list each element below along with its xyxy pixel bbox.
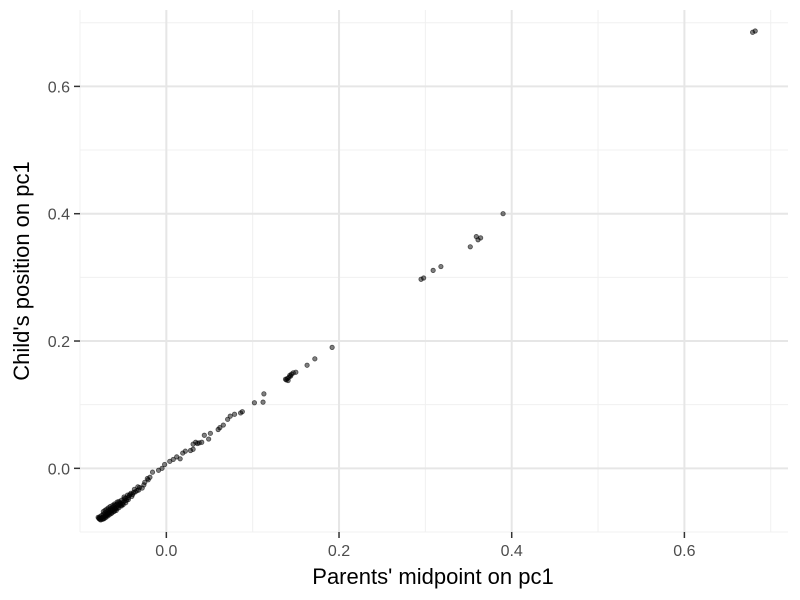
data-point [251, 400, 258, 406]
data-point [220, 422, 226, 428]
data-points [95, 28, 758, 523]
data-point [125, 496, 131, 503]
data-point [167, 458, 173, 464]
y-axis-title: Child's position on pc1 [9, 161, 34, 380]
data-point [105, 511, 111, 517]
data-point [418, 276, 424, 282]
data-point [145, 477, 151, 483]
y-tick-label: 0.2 [48, 334, 70, 351]
data-point [467, 244, 473, 250]
x-axis-title: Parents' midpoint on pc1 [312, 564, 553, 589]
data-point [430, 267, 436, 273]
data-point [206, 436, 212, 442]
data-point [131, 486, 137, 492]
data-point [215, 426, 221, 433]
axis-ticks [74, 85, 686, 538]
data-point [187, 447, 194, 454]
data-point [260, 399, 266, 405]
data-point [329, 344, 335, 350]
data-point [136, 487, 142, 493]
data-point [190, 441, 196, 447]
data-point [312, 356, 318, 362]
x-tick-label: 0.2 [328, 543, 350, 560]
tick-labels: 0.0 0.2 0.4 0.6 0.0 0.2 0.4 0.6 [48, 79, 696, 560]
data-point [749, 29, 756, 35]
data-point [207, 430, 213, 436]
x-tick-label: 0.4 [501, 543, 523, 560]
data-point [231, 411, 238, 417]
data-point [475, 237, 481, 243]
y-tick-label: 0.0 [48, 461, 70, 478]
data-point [304, 362, 310, 368]
data-point [162, 461, 168, 468]
data-point [261, 391, 267, 397]
major-gridlines [80, 10, 788, 532]
data-point [109, 507, 115, 513]
data-point [121, 496, 127, 502]
data-point [237, 410, 244, 416]
data-point [438, 263, 444, 270]
x-tick-label: 0.0 [155, 543, 177, 560]
data-point [100, 509, 106, 515]
data-point [285, 377, 291, 384]
data-point [127, 491, 133, 498]
data-point [149, 469, 156, 475]
data-point [114, 505, 120, 512]
data-point [155, 467, 162, 473]
data-point [174, 454, 180, 460]
y-tick-label: 0.6 [48, 79, 70, 96]
data-point [225, 416, 231, 422]
data-point [287, 372, 293, 378]
data-point [117, 502, 124, 508]
data-point [180, 450, 186, 456]
x-tick-label: 0.6 [673, 543, 695, 560]
minor-gridlines [79, 10, 788, 533]
data-point [201, 432, 207, 438]
data-point [500, 211, 506, 217]
y-tick-label: 0.4 [48, 207, 70, 224]
